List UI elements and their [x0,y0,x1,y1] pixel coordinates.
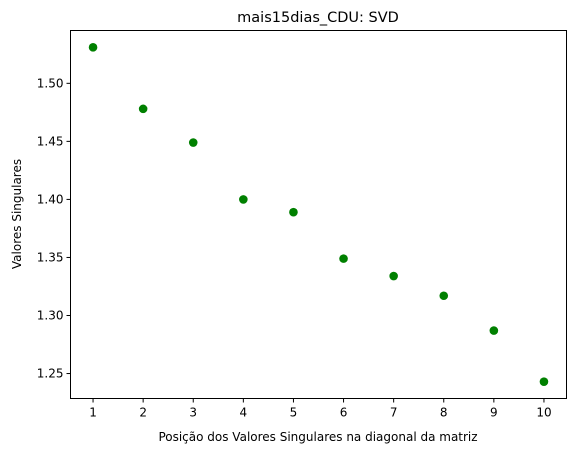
x-tick-label: 10 [536,406,551,420]
y-axis-label: Valores Singulares [10,159,24,269]
data-point [138,104,148,114]
chart-title: mais15dias_CDU: SVD [237,10,399,26]
plot-area [70,30,567,399]
y-tick-label: 1.30 [37,308,64,322]
data-point [539,377,549,386]
data-point [439,291,449,301]
x-tick-label: 8 [440,406,448,420]
x-tick-label: 4 [240,406,248,420]
x-axis-label: Posição dos Valores Singulares na diagon… [158,430,477,444]
x-axis: 1 2 3 4 5 6 7 8 9 10 [89,398,552,420]
x-tick-label: 9 [490,406,498,420]
x-tick-label: 2 [139,406,147,420]
data-point [188,138,198,147]
data-point [88,43,98,52]
y-tick-label: 1.40 [37,192,64,206]
y-tick-label: 1.35 [37,250,64,264]
y-axis: 1.25 1.30 1.35 1.40 1.45 1.50 [37,76,71,381]
data-point [239,195,248,204]
x-tick-label: 5 [290,406,298,420]
y-tick-label: 1.25 [37,367,64,381]
y-tick-label: 1.50 [37,76,64,90]
y-tick-label: 1.45 [37,134,64,148]
x-tick-label: 3 [189,406,197,420]
data-points [88,43,549,386]
data-point [389,271,398,281]
data-point [289,207,298,217]
x-tick-label: 1 [89,406,97,420]
x-tick-label: 6 [340,406,348,420]
x-tick-label: 7 [390,406,398,420]
data-point [339,254,348,263]
data-point [489,326,499,335]
axes-frame [70,30,567,399]
